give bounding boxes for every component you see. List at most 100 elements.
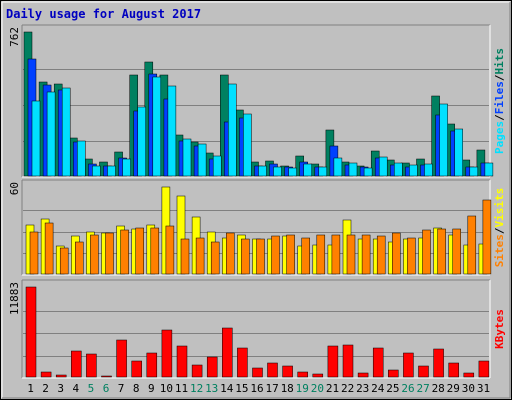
bar-kbytes-day-15 bbox=[237, 347, 248, 378]
bar-sites-day-24 bbox=[376, 235, 386, 275]
x-label-day-23: 23 bbox=[356, 382, 369, 395]
y-max-label: 762 bbox=[8, 27, 21, 47]
x-label-day-22: 22 bbox=[341, 382, 354, 395]
legend-item-files: Files bbox=[493, 81, 506, 114]
bar-sites-day-27 bbox=[422, 229, 431, 275]
x-label-day-6: 6 bbox=[103, 382, 110, 395]
x-label-day-20: 20 bbox=[311, 382, 324, 395]
bar-sites-day-21 bbox=[331, 234, 341, 275]
legend-item-visits: Visits bbox=[493, 188, 506, 228]
bar-pages-day-14 bbox=[228, 83, 237, 177]
bar-pages-day-16 bbox=[258, 165, 267, 177]
bar-sites-day-2 bbox=[44, 222, 54, 275]
bar-pages-day-18 bbox=[288, 167, 297, 177]
bar-sites-day-9 bbox=[150, 227, 160, 275]
y-max-label: 11883 bbox=[8, 282, 21, 315]
bar-sites-day-23 bbox=[361, 234, 371, 275]
bar-sites-day-13 bbox=[210, 241, 220, 275]
bar-sites-day-22 bbox=[346, 234, 356, 275]
panel-visits: 60 Sites/Visits bbox=[8, 179, 506, 276]
bar-pages-day-21 bbox=[333, 157, 343, 177]
x-label-day-29: 29 bbox=[447, 382, 460, 395]
bar-sites-day-7 bbox=[120, 229, 129, 275]
bar-kbytes-day-23 bbox=[357, 372, 369, 378]
bar-kbytes-day-26 bbox=[403, 352, 414, 378]
bar-sites-day-15 bbox=[241, 238, 250, 275]
x-label-day-15: 15 bbox=[235, 382, 248, 395]
bar-pages-day-28 bbox=[439, 103, 448, 177]
bar-kbytes-day-14 bbox=[222, 327, 233, 378]
bar-pages-day-30 bbox=[469, 166, 479, 177]
bar-pages-day-9 bbox=[152, 76, 162, 177]
bar-kbytes-day-5 bbox=[86, 353, 97, 378]
bar-kbytes-day-25 bbox=[388, 369, 399, 378]
bar-pages-day-5 bbox=[92, 165, 101, 177]
bar-kbytes-day-20 bbox=[312, 373, 324, 378]
bar-pages-day-15 bbox=[243, 113, 252, 177]
x-label-day-11: 11 bbox=[175, 382, 188, 395]
bar-pages-day-22 bbox=[348, 162, 358, 177]
x-label-day-31: 31 bbox=[477, 382, 490, 395]
x-label-day-21: 21 bbox=[326, 382, 339, 395]
bar-kbytes-day-31 bbox=[478, 360, 490, 378]
bar-kbytes-day-29 bbox=[448, 362, 459, 378]
chart-title: Daily usage for August 2017 bbox=[6, 7, 201, 21]
legend-separator: / bbox=[493, 114, 506, 121]
bar-sites-day-18 bbox=[286, 234, 295, 275]
bar-pages-day-31 bbox=[484, 162, 494, 177]
bar-sites-day-1 bbox=[29, 231, 39, 275]
panel-kbytes: 11883 KBytes bbox=[8, 279, 506, 379]
x-label-day-9: 9 bbox=[148, 382, 155, 395]
x-label-day-17: 17 bbox=[265, 382, 278, 395]
bar-kbytes-day-9 bbox=[146, 352, 158, 378]
x-label-day-13: 13 bbox=[205, 382, 218, 395]
bar-pages-day-3 bbox=[61, 87, 71, 177]
bar-pages-day-13 bbox=[212, 155, 222, 177]
bar-sites-day-20 bbox=[316, 234, 326, 275]
legend-item-hits: Hits bbox=[493, 48, 506, 75]
x-label-day-4: 4 bbox=[72, 382, 79, 395]
x-label-day-27: 27 bbox=[416, 382, 429, 395]
bar-pages-day-12 bbox=[197, 143, 207, 177]
bar-sites-day-6 bbox=[105, 232, 114, 275]
bar-kbytes-day-21 bbox=[327, 345, 339, 378]
bar-kbytes-day-17 bbox=[267, 362, 278, 378]
bar-sites-day-31 bbox=[482, 199, 492, 275]
bar-pages-day-17 bbox=[273, 166, 282, 177]
bar-pages-day-24 bbox=[378, 156, 388, 177]
bar-kbytes-day-12 bbox=[191, 364, 203, 378]
bar-pages-day-4 bbox=[77, 140, 86, 177]
bar-pages-day-29 bbox=[454, 128, 463, 177]
x-label-day-12: 12 bbox=[190, 382, 203, 395]
bar-kbytes-day-6 bbox=[101, 375, 112, 378]
bar-pages-day-1 bbox=[31, 100, 41, 177]
bar-pages-day-10 bbox=[167, 85, 177, 177]
bar-pages-day-25 bbox=[394, 162, 403, 177]
x-label-day-5: 5 bbox=[88, 382, 95, 395]
legend-item-pages: Pages bbox=[493, 121, 506, 154]
bar-kbytes-day-4 bbox=[71, 350, 82, 378]
bar-kbytes-day-19 bbox=[297, 371, 308, 378]
bar-sites-day-11 bbox=[180, 238, 190, 275]
bar-sites-day-25 bbox=[392, 232, 401, 275]
legend-kbytes: KBytes bbox=[493, 309, 506, 349]
bar-kbytes-day-18 bbox=[282, 365, 293, 378]
bar-kbytes-day-2 bbox=[40, 371, 52, 378]
bar-pages-day-6 bbox=[107, 165, 116, 177]
bar-sites-day-28 bbox=[437, 228, 446, 275]
x-label-day-30: 30 bbox=[462, 382, 475, 395]
x-label-day-28: 28 bbox=[432, 382, 445, 395]
bar-pages-day-26 bbox=[409, 164, 418, 177]
x-label-day-2: 2 bbox=[42, 382, 49, 395]
bar-sites-day-19 bbox=[301, 237, 310, 275]
bar-pages-day-8 bbox=[137, 106, 146, 177]
bar-sites-day-4 bbox=[75, 241, 84, 275]
bar-kbytes-day-24 bbox=[372, 347, 384, 378]
bar-pages-day-2 bbox=[46, 91, 56, 177]
x-label-day-25: 25 bbox=[386, 382, 399, 395]
x-label-day-8: 8 bbox=[133, 382, 140, 395]
bar-sites-day-26 bbox=[407, 237, 416, 275]
x-label-day-14: 14 bbox=[220, 382, 234, 395]
x-label-day-26: 26 bbox=[401, 382, 414, 395]
